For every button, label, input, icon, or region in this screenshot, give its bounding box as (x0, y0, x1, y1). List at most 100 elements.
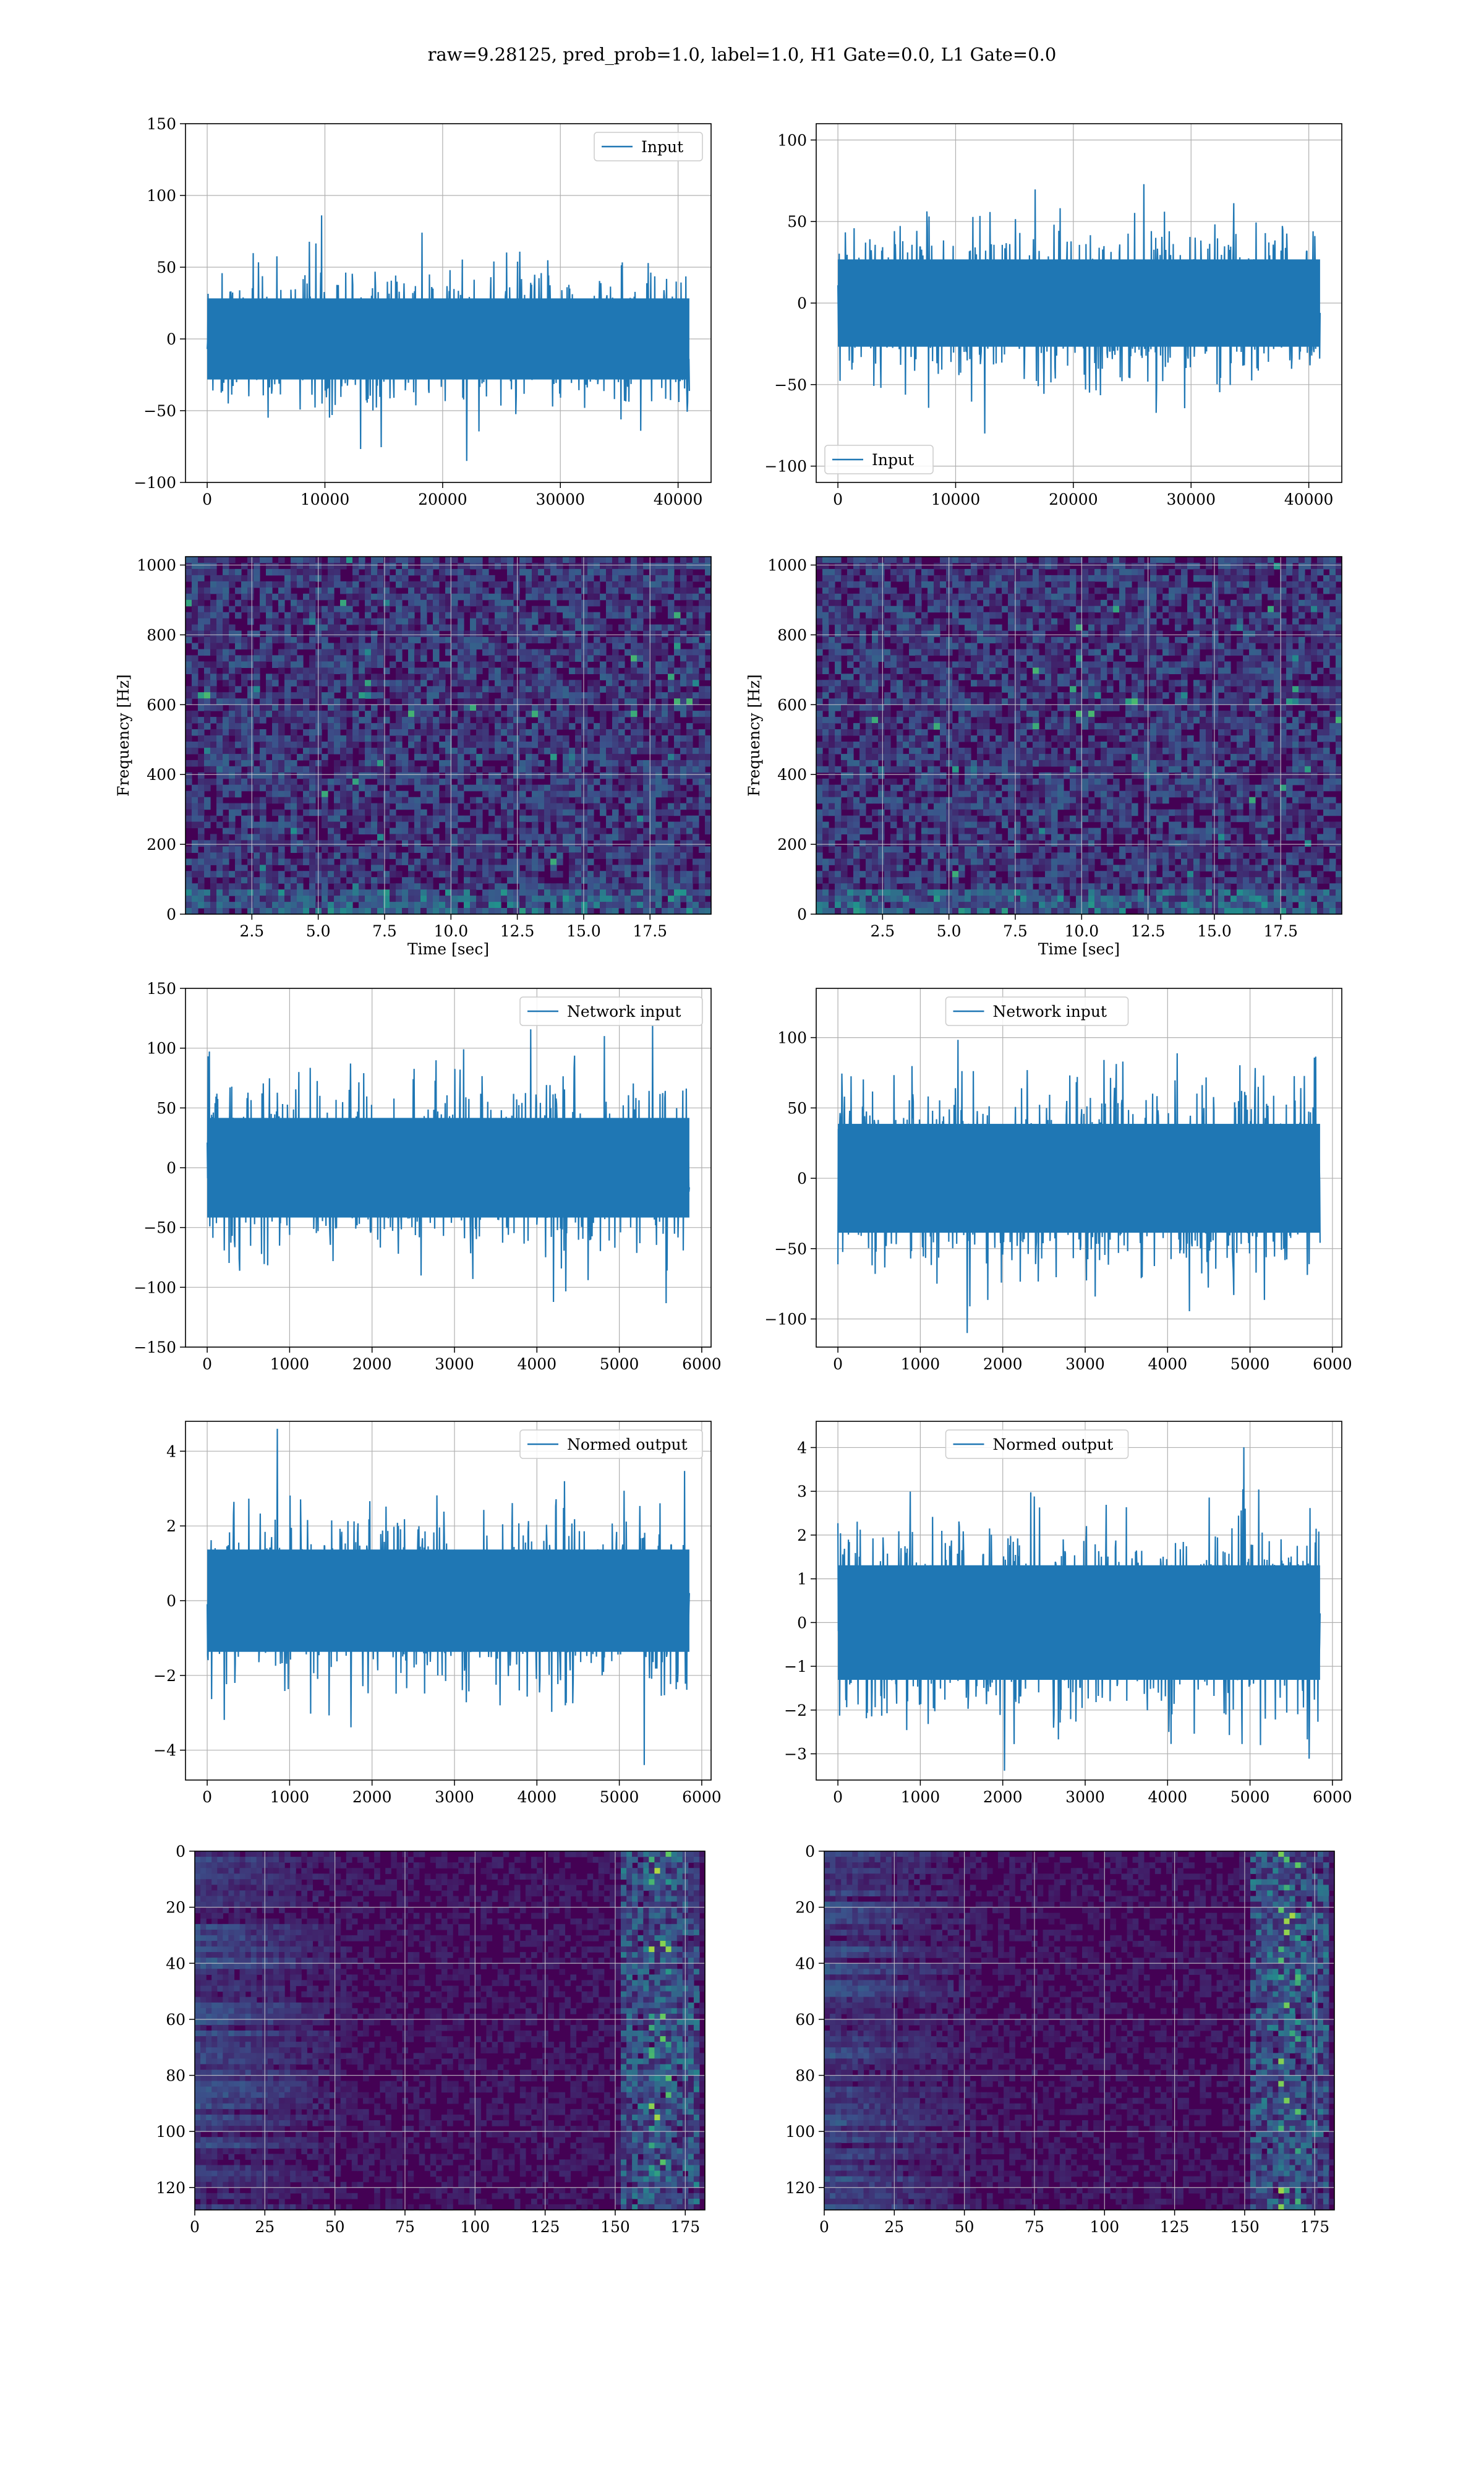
heatmap-cell (488, 717, 495, 724)
legend-label: Input (641, 138, 683, 156)
heatmap-cell (241, 711, 248, 717)
heatmap-cell (433, 846, 440, 853)
heatmap-cell (371, 747, 378, 755)
heatmap-cell (315, 747, 322, 755)
heatmap-cell (390, 692, 396, 699)
heatmap-cell (451, 871, 458, 878)
heatmap-cell (1082, 643, 1089, 650)
heatmap-cell (1336, 606, 1342, 613)
heatmap-cell (705, 902, 712, 909)
heatmap-cell (575, 772, 582, 779)
heatmap-cell (866, 587, 872, 594)
heatmap-cell (569, 599, 576, 607)
heatmap-cell (278, 840, 285, 847)
heatmap-cell (680, 846, 687, 853)
heatmap-cell (427, 643, 433, 650)
heatmap-cell (229, 871, 236, 878)
heatmap-cell (668, 809, 675, 816)
heatmap-cell (859, 593, 866, 601)
heatmap-cell (1020, 557, 1027, 563)
heatmap-cell (247, 557, 254, 563)
heatmap-cell (495, 686, 501, 693)
heatmap-cell (297, 557, 304, 563)
heatmap-cell (383, 889, 390, 896)
heatmap-cell (983, 599, 990, 607)
heatmap-cell (612, 717, 619, 724)
heatmap-cell (1088, 624, 1095, 631)
heatmap-cell (668, 760, 675, 767)
heatmap-cell (458, 790, 464, 798)
heatmap-cell (1274, 587, 1281, 594)
heatmap-cell (643, 593, 650, 601)
heatmap-cell (649, 908, 656, 915)
heatmap-cell (575, 846, 582, 853)
heatmap-cell (1132, 563, 1138, 570)
heatmap-cell (464, 889, 471, 896)
heatmap-cell (612, 902, 619, 909)
heatmap-cell (674, 852, 681, 859)
heatmap-cell (526, 834, 532, 841)
heatmap-cell (996, 593, 1002, 601)
heatmap-cell (507, 692, 514, 699)
heatmap-cell (693, 557, 699, 563)
heatmap-cell (668, 692, 675, 699)
heatmap-cell (693, 821, 699, 829)
heatmap-cell (223, 581, 229, 588)
heatmap-cell (1045, 612, 1052, 619)
heatmap-cell (655, 606, 662, 613)
heatmap-cell (377, 803, 384, 810)
heatmap-cell (1051, 624, 1058, 631)
heatmap-cell (550, 742, 557, 748)
heatmap-cell (600, 593, 607, 601)
heatmap-cell (365, 643, 372, 650)
heatmap-cell (618, 742, 625, 748)
heatmap-cell (606, 865, 613, 871)
heatmap-cell (705, 803, 712, 810)
heatmap-cell (674, 834, 681, 841)
heatmap-cell (427, 686, 433, 693)
heatmap-cell (198, 772, 205, 779)
heatmap-cell (544, 717, 551, 724)
heatmap-cell (247, 587, 254, 594)
heatmap-cell (495, 815, 501, 823)
heatmap-cell (198, 840, 205, 847)
heatmap-cell (532, 902, 539, 909)
heatmap-cell (359, 667, 365, 674)
heatmap-cell (445, 889, 452, 896)
heatmap-cell (247, 630, 254, 638)
heatmap-cell (594, 865, 600, 871)
heatmap-cell (322, 753, 328, 761)
heatmap-cell (272, 871, 279, 878)
heatmap-cell (526, 593, 532, 601)
heatmap-cell (198, 797, 205, 804)
heatmap-cell (458, 661, 464, 668)
heatmap-cell (563, 723, 569, 730)
heatmap-cell (550, 649, 557, 656)
heatmap-cell (637, 729, 644, 736)
heatmap-cell (686, 593, 693, 601)
heatmap-cell (612, 871, 619, 878)
x-tick-label: 0 (202, 490, 212, 508)
heatmap-cell (1101, 557, 1107, 563)
heatmap-cell (612, 606, 619, 613)
heatmap-cell (866, 568, 872, 576)
heatmap-cell (631, 618, 638, 625)
data-line-core (207, 298, 689, 380)
heatmap-cell (575, 624, 582, 631)
heatmap-cell (464, 760, 471, 767)
heatmap-cell (186, 747, 192, 755)
heatmap-cell (408, 649, 415, 656)
heatmap-cell (1298, 575, 1305, 582)
heatmap-cell (612, 636, 619, 644)
heatmap-cell (1008, 624, 1015, 631)
heatmap-cell (315, 902, 322, 909)
heatmap-cell (538, 563, 545, 570)
heatmap-cell (482, 729, 489, 736)
heatmap-cell (377, 902, 384, 909)
heatmap-cell (544, 852, 551, 859)
heatmap-cell (198, 599, 205, 607)
heatmap-cell (643, 747, 650, 755)
heatmap-cell (414, 865, 421, 871)
heatmap-cell (674, 828, 681, 835)
heatmap-cell (519, 828, 526, 835)
